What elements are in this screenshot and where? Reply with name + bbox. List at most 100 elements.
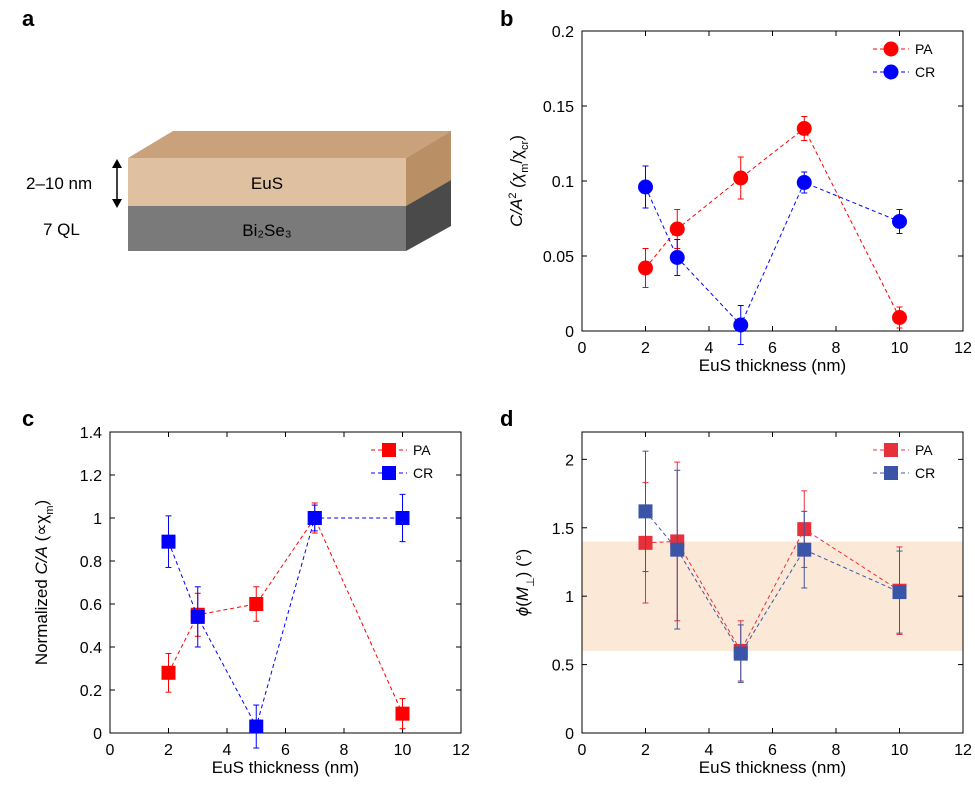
y-axis-label-part: ( — [513, 601, 532, 607]
y-axis-label-part: ) — [507, 135, 526, 141]
x-tick-label: 8 — [832, 340, 841, 357]
legend-label-pa: PA — [915, 41, 933, 57]
legend-marker — [884, 466, 898, 480]
eus-side-face — [406, 131, 451, 206]
y-axis-label-part: (∝χ — [32, 515, 51, 547]
panel-b-letter: b — [500, 6, 513, 31]
y-axis-label: Normalized C/A (∝χm) — [32, 500, 56, 665]
legend-marker — [382, 466, 396, 480]
arrow-up-head — [112, 159, 122, 168]
x-tick-label: 10 — [394, 742, 412, 759]
y-axis-label-part: cr — [519, 140, 531, 150]
y-axis-label: C/A2 (χm/χcr) — [507, 135, 531, 227]
eus-layer — [128, 158, 406, 206]
y-tick-label: 0.8 — [80, 554, 102, 571]
plot-frame — [109, 431, 462, 734]
x-axis-label: EuS thickness (nm) — [212, 758, 359, 777]
y-axis-label-part: (χ — [507, 172, 526, 192]
data-point-pa — [733, 170, 749, 186]
legend-label-cr: CR — [413, 465, 433, 481]
data-point-cr — [307, 511, 322, 525]
legend-marker — [382, 443, 396, 457]
data-point-cr — [638, 179, 653, 195]
y-tick-label: 0.2 — [80, 683, 102, 700]
y-tick-label: 0 — [565, 726, 574, 743]
x-tick-label: 8 — [832, 742, 841, 759]
x-tick-label: 2 — [164, 742, 173, 759]
data-point-pa — [669, 221, 685, 237]
y-axis-label-part: Normalized — [32, 574, 51, 665]
data-point-pa — [161, 665, 176, 680]
x-tick-label: 4 — [705, 742, 714, 759]
y-axis-label-part: m — [44, 506, 56, 515]
x-axis-label: EuS thickness (nm) — [699, 758, 846, 777]
y-tick-label: 1.5 — [552, 521, 574, 538]
x-tick-label: 0 — [106, 742, 115, 759]
y-tick-label: 0.2 — [552, 24, 574, 41]
panel-a-schematic: a 2–10 nm 7 QL EuS Bi₂Se₃ — [22, 6, 451, 251]
y-tick-label: 0 — [93, 726, 102, 743]
y-tick-label: 1 — [565, 589, 574, 606]
y-tick-label: 0.15 — [543, 99, 574, 116]
data-point-cr — [669, 250, 685, 265]
panel-a-letter: a — [22, 6, 35, 31]
y-axis-label-part: 2 — [507, 192, 519, 198]
x-tick-label: 6 — [768, 340, 777, 357]
y-axis-label-part: m — [519, 164, 531, 173]
x-tick-label: 12 — [452, 742, 470, 759]
eus-label: EuS — [251, 174, 283, 193]
x-tick-label: 12 — [954, 742, 972, 759]
x-tick-label: 10 — [891, 742, 909, 759]
data-point-pa — [638, 260, 653, 276]
x-tick-label: 4 — [705, 340, 714, 357]
y-tick-label: 0.1 — [552, 174, 574, 191]
data-point-cr — [733, 317, 749, 333]
x-tick-label: 6 — [768, 742, 777, 759]
x-tick-label: 10 — [891, 340, 909, 357]
x-tick-label: 2 — [641, 340, 650, 357]
series-pa-line — [645, 528, 900, 652]
y-tick-label: 0.4 — [80, 640, 102, 657]
x-tick-label: 4 — [223, 742, 232, 759]
panel-c-letter: c — [22, 406, 34, 431]
legend-label-cr: CR — [915, 465, 935, 481]
data-point-cr — [733, 646, 748, 661]
data-point-pa — [249, 597, 264, 611]
y-axis-label-part: /χ — [507, 150, 526, 164]
panel-b-chart: b 0 2 4 6 8 10 12 0 0.05 0.1 0.15 0.2 EuS thickness (… — [500, 6, 972, 375]
legend-label-pa: PA — [915, 442, 933, 458]
y-tick-label: 0.5 — [552, 658, 574, 675]
data-point-cr — [249, 719, 264, 734]
y-axis-label-part: ϕ — [513, 607, 532, 616]
y-tick-label: 1 — [93, 511, 102, 528]
y-axis-label-part: ) — [32, 500, 51, 506]
y-tick-label: 2 — [565, 452, 574, 469]
x-tick-label: 0 — [578, 340, 587, 357]
x-tick-label: 0 — [578, 742, 587, 759]
y-axis-label-part: C/A — [32, 546, 51, 574]
y-axis-label: ϕ(M⊥) (°) — [513, 549, 537, 616]
data-point-pa — [796, 121, 812, 136]
legend-label-cr: CR — [915, 64, 935, 80]
y-axis-label-part: M — [513, 586, 532, 601]
plot-frame — [581, 30, 964, 332]
data-point-cr — [892, 214, 907, 229]
y-axis-label-part: ) (°) — [513, 549, 532, 578]
y-tick-label: 0.6 — [80, 597, 102, 614]
data-point-pa — [395, 706, 410, 721]
x-tick-label: 6 — [281, 742, 290, 759]
legend-label-pa: PA — [413, 442, 431, 458]
series-pa-line — [168, 516, 403, 714]
panel-c-chart: c 0 2 4 6 8 10 12 0 0.2 0.4 0.6 0.8 1 1.2 1.4 EuS thickn… — [22, 406, 470, 777]
y-tick-label: 0.05 — [543, 249, 574, 266]
data-point-cr — [161, 534, 176, 549]
data-point-cr — [190, 609, 205, 624]
panel-d-letter: d — [500, 406, 513, 431]
panel-d-chart: d 0 2 4 6 8 10 12 0 0.5 1 1.5 2 EuS thickness (nm) ϕ(M… — [500, 406, 972, 777]
y-axis-label-part: ⊥ — [525, 577, 537, 587]
x-axis-label: EuS thickness (nm) — [699, 356, 846, 375]
data-point-cr — [395, 511, 410, 525]
data-point-cr — [796, 175, 812, 190]
layer-count-label: 7 QL — [43, 220, 80, 239]
